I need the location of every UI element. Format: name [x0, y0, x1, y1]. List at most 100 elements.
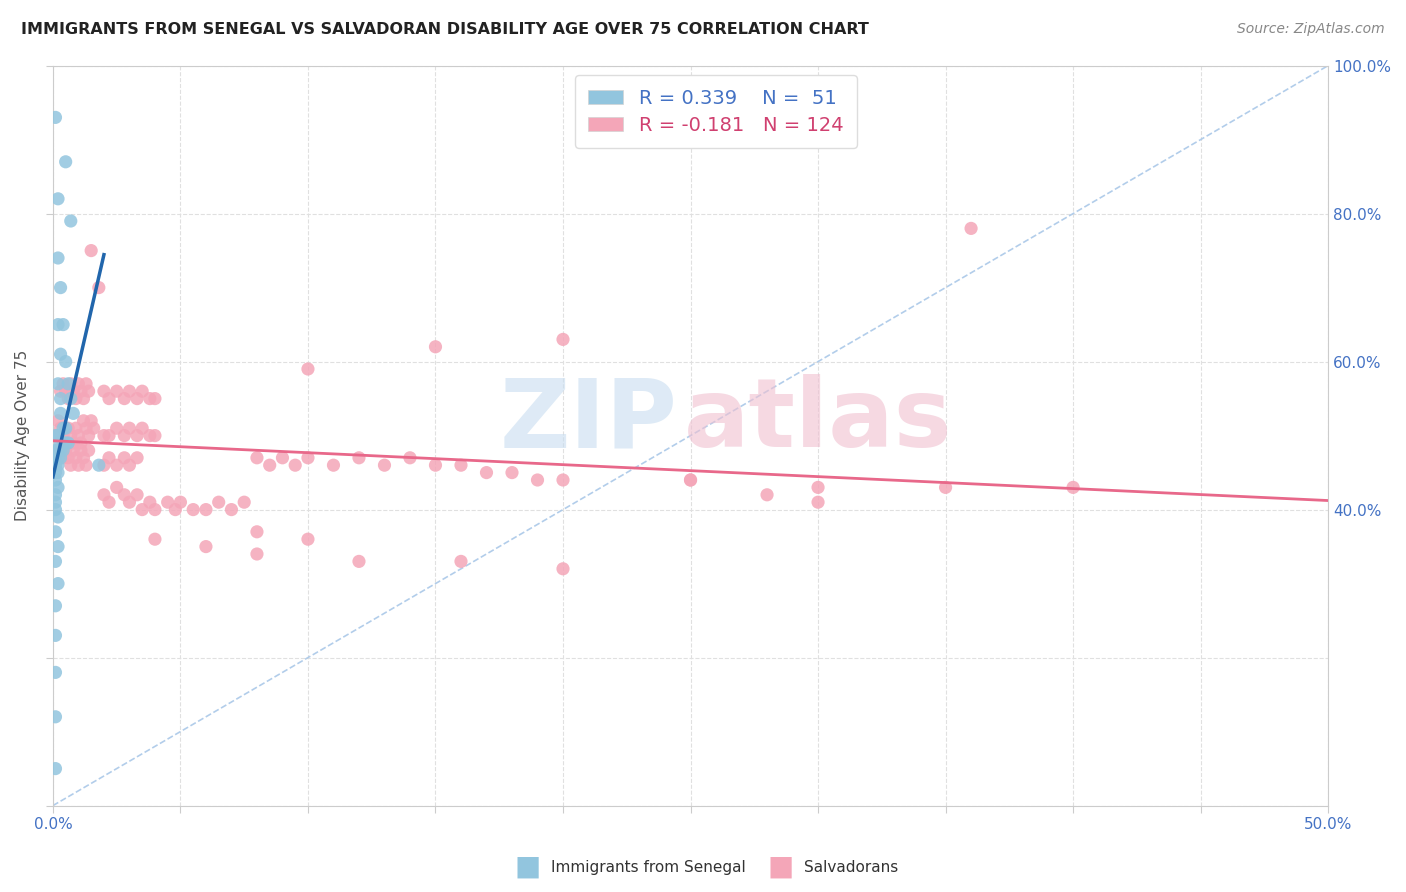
- Point: [75, 376, 97, 391]
- Y-axis label: Disability Age Over 75: Disability Age Over 75: [15, 350, 30, 521]
- Point: [125, 392, 148, 406]
- Point: [105, 458, 128, 473]
- Point: [169, 495, 191, 509]
- Point: [44, 599, 66, 613]
- Point: [131, 421, 153, 435]
- Point: [44, 502, 66, 516]
- Point: [49, 436, 72, 450]
- Point: [49, 443, 72, 458]
- Point: [960, 221, 983, 235]
- Point: [62, 443, 84, 458]
- Point: [52, 318, 75, 332]
- Point: [49, 443, 72, 458]
- Point: [72, 414, 94, 428]
- Point: [44, 111, 66, 125]
- Text: ■: ■: [768, 853, 793, 881]
- Point: [67, 428, 90, 442]
- Point: [347, 554, 370, 568]
- Point: [165, 502, 187, 516]
- Point: [59, 428, 82, 442]
- Point: [65, 421, 87, 435]
- Point: [125, 488, 148, 502]
- Point: [83, 421, 105, 435]
- Point: [77, 384, 100, 399]
- Point: [105, 421, 128, 435]
- Point: [46, 458, 69, 473]
- Point: [62, 406, 84, 420]
- Point: [46, 466, 69, 480]
- Point: [143, 532, 166, 546]
- Point: [49, 347, 72, 361]
- Point: [44, 628, 66, 642]
- Point: [93, 488, 115, 502]
- Point: [98, 392, 121, 406]
- Point: [322, 458, 344, 473]
- Point: [65, 450, 87, 465]
- Point: [44, 524, 66, 539]
- Point: [46, 428, 69, 442]
- Point: [44, 450, 66, 465]
- Point: [143, 428, 166, 442]
- Point: [297, 532, 319, 546]
- Point: [450, 554, 472, 568]
- Point: [44, 710, 66, 724]
- Point: [80, 244, 103, 258]
- Point: [59, 214, 82, 228]
- Point: [271, 450, 294, 465]
- Point: [112, 488, 135, 502]
- Point: [246, 547, 269, 561]
- Point: [46, 251, 69, 265]
- Point: [55, 384, 77, 399]
- Point: [246, 450, 269, 465]
- Point: [425, 340, 447, 354]
- Point: [131, 384, 153, 399]
- Point: [425, 458, 447, 473]
- Point: [139, 392, 162, 406]
- Point: [65, 392, 87, 406]
- Point: [756, 488, 779, 502]
- Point: [125, 428, 148, 442]
- Point: [49, 392, 72, 406]
- Point: [98, 450, 121, 465]
- Point: [55, 354, 77, 368]
- Point: [93, 384, 115, 399]
- Point: [46, 480, 69, 494]
- Point: [156, 495, 179, 509]
- Point: [112, 428, 135, 442]
- Point: [118, 458, 141, 473]
- Point: [44, 458, 66, 473]
- Point: [475, 466, 498, 480]
- Point: [125, 450, 148, 465]
- Point: [58, 392, 80, 406]
- Legend: R = 0.339    N =  51, R = -0.181   N = 124: R = 0.339 N = 51, R = -0.181 N = 124: [575, 75, 858, 148]
- Point: [67, 376, 90, 391]
- Point: [70, 436, 93, 450]
- Point: [87, 458, 110, 473]
- Text: ZIP: ZIP: [499, 375, 678, 467]
- Point: [259, 458, 281, 473]
- Point: [551, 332, 574, 346]
- Point: [551, 473, 574, 487]
- Point: [52, 376, 75, 391]
- Point: [807, 480, 830, 494]
- Point: [1062, 480, 1084, 494]
- Point: [679, 473, 702, 487]
- Point: [58, 436, 80, 450]
- Point: [72, 450, 94, 465]
- Point: [87, 280, 110, 294]
- Point: [49, 280, 72, 294]
- Point: [246, 524, 269, 539]
- Point: [75, 421, 97, 435]
- Point: [70, 443, 93, 458]
- Point: [46, 540, 69, 554]
- Point: [118, 495, 141, 509]
- Point: [373, 458, 395, 473]
- Text: Immigrants from Senegal: Immigrants from Senegal: [551, 860, 747, 874]
- Point: [46, 576, 69, 591]
- Point: [118, 421, 141, 435]
- Point: [49, 384, 72, 399]
- Point: [679, 473, 702, 487]
- Point: [98, 495, 121, 509]
- Point: [62, 384, 84, 399]
- Point: [44, 495, 66, 509]
